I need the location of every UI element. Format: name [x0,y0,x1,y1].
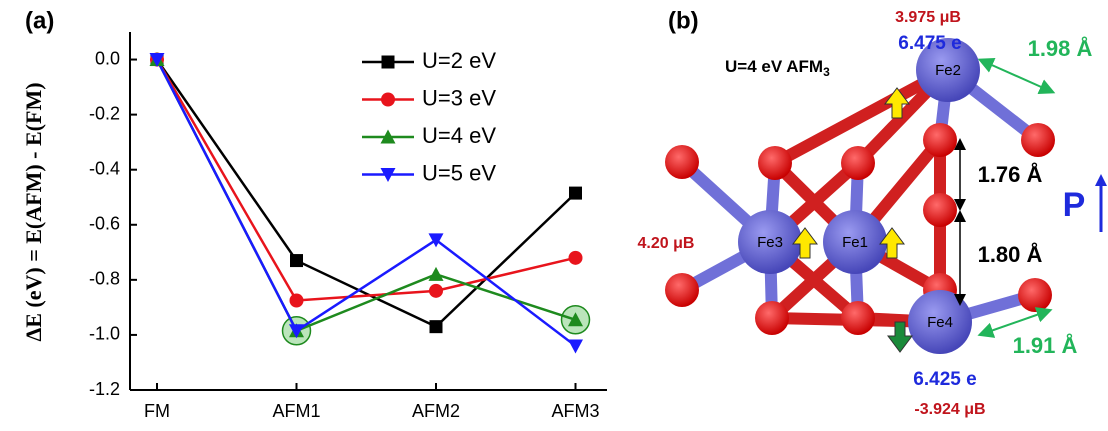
y-axis-label: ΔE (eV) = E(AFM) - E(FM) [21,82,46,341]
x-tick-label: AFM1 [272,401,320,421]
title-subscript: 3 [823,65,830,79]
atom-label: Fe1 [842,234,868,251]
polarization-label: P [1063,186,1086,224]
y-tick-label: -0.4 [89,158,120,178]
legend-label: U=2 eV [422,48,496,73]
legend-marker [382,56,395,69]
bond-label: 1.76 Å [978,161,1043,187]
y-tick-label: 0.0 [95,48,120,68]
figure: (a) ΔE (eV) = E(AFM) - E(FM) (b) U=4 eV … [0,0,1108,426]
y-tick-label: -0.8 [89,269,120,289]
panel-label: (b) [668,7,699,34]
atom-label: Fe4 [927,314,953,331]
data-point [429,284,443,298]
legend-label: U=4 eV [422,123,496,148]
legend-label: U=5 eV [422,160,496,185]
bonds [682,70,1038,322]
data-point [290,254,303,267]
x-tick-label: AFM2 [412,401,460,421]
bond-label: 1.80 Å [978,241,1043,267]
atom-label: Fe2 [935,62,961,79]
data-point [429,267,444,281]
atom-label: Fe3 [757,234,783,251]
structure-diagram: (b) U=4 eV AFM3 Fe1 Fe2 Fe3 Fe4 [638,7,1107,418]
data-point [569,187,582,200]
bond-label: 1.91 Å [1013,332,1078,358]
moment-label: 3.975 μB [895,9,961,26]
moment-label: 4.20 μB [638,235,695,252]
data-point [290,294,304,308]
y-tick-label: -1.0 [89,324,120,344]
x-tick-label: FM [144,401,170,421]
distance-arrow [985,62,1048,90]
legend-label: U=3 eV [422,85,496,110]
charge-label: 6.425 e [913,369,976,390]
x-tick-label: AFM3 [551,401,599,421]
diagram-title: U=4 eV AFM3 [725,57,830,79]
data-point [569,251,583,265]
y-tick-label: -1.2 [89,379,120,399]
bond-label: 1.98 Å [1028,35,1093,61]
data-point [430,320,443,333]
distance-arrow [985,312,1045,333]
panel-label: (a) [25,7,54,34]
data-point [568,339,583,353]
y-tick-label: -0.6 [89,214,120,234]
title-text: U=4 eV AFM [725,57,823,76]
y-tick-label: -0.2 [89,103,120,123]
charge-label: 6.475 e [898,33,961,54]
moment-label: -3.924 μB [914,401,985,418]
legend-marker [381,93,395,107]
polarization-arrowhead [1095,174,1107,186]
